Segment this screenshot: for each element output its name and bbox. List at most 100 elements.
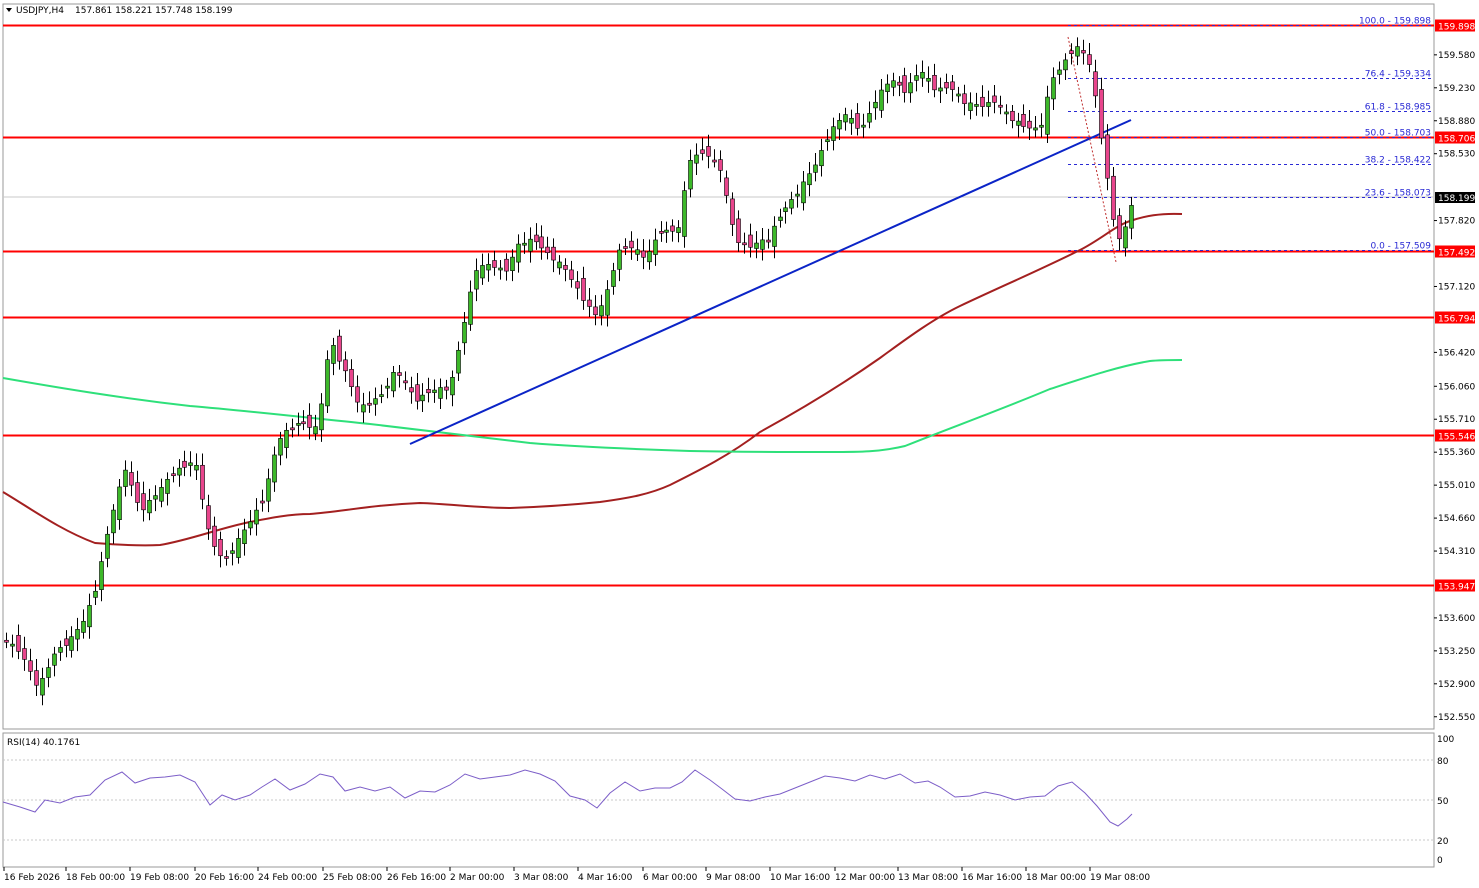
candle-body-63 (379, 394, 384, 397)
time-tick-7: 2 Mar 00:00 (450, 873, 505, 883)
candle-body-95 (569, 269, 574, 280)
candle-body-87 (522, 242, 527, 246)
candle-body-31 (188, 462, 193, 466)
time-tick-6: 26 Feb 16:00 (387, 873, 446, 883)
candle-body-179 (1069, 50, 1074, 54)
price-tick-11: 154.660 (1438, 514, 1475, 524)
candle-body-119 (712, 159, 717, 163)
candle-body-96 (575, 281, 580, 289)
candle-body-174 (1039, 124, 1044, 128)
candle-body-40 (242, 529, 247, 544)
time-tick-2: 19 Feb 08:00 (130, 873, 189, 883)
candle-body-124 (742, 242, 747, 246)
blue-trendline (409, 119, 1132, 445)
candle-body-99 (593, 306, 598, 316)
candle-body-149 (891, 80, 896, 88)
symbol-label: USDJPY,H4 (16, 6, 64, 16)
candle-body-162 (968, 102, 973, 111)
candle-body-39 (236, 538, 241, 558)
candle-body-170 (1016, 120, 1021, 126)
price-axis[interactable]: 159.580 159.230 158.880 158.530 157.820 157.1… (1434, 51, 1475, 723)
candle-body-93 (557, 261, 562, 269)
candle-body-68 (409, 387, 414, 393)
candle-body-122 (730, 198, 735, 225)
price-tick-12: 154.310 (1438, 547, 1475, 557)
candle-body-164 (980, 96, 985, 107)
time-tick-0: 16 Feb 2026 (4, 873, 60, 883)
candle-body-83 (498, 267, 503, 271)
candle-body-24 (147, 499, 152, 514)
candle-body-9 (58, 647, 63, 653)
candle-body-115 (688, 159, 693, 190)
candle-body-100 (599, 305, 604, 317)
candle-body-101 (605, 289, 610, 316)
candle-body-34 (206, 505, 211, 530)
candle-body-175 (1045, 96, 1050, 135)
fib-label-4: 38.2 - 158.422 (1365, 156, 1431, 166)
candle-body-146 (873, 101, 878, 109)
time-tick-14: 13 Mar 08:00 (898, 873, 958, 883)
candle-body-159 (950, 81, 955, 90)
candle-body-105 (629, 240, 634, 249)
candle-body-112 (670, 225, 675, 232)
time-tick-17: 19 Mar 08:00 (1090, 873, 1150, 883)
candle-body-187 (1117, 215, 1122, 240)
candle-body-189 (1129, 205, 1134, 229)
candle-body-13 (81, 620, 86, 633)
candle-body-6 (40, 678, 45, 696)
candle-body-154 (920, 71, 925, 79)
candle-body-88 (528, 238, 533, 252)
time-tick-13: 12 Mar 00:00 (835, 873, 895, 883)
candle-body-50 (301, 421, 306, 425)
candle-body-89 (534, 234, 539, 243)
price-tick-4: 157.820 (1438, 217, 1475, 227)
candle-body-62 (373, 398, 378, 405)
price-tick-8: 155.710 (1438, 415, 1475, 425)
candle-body-157 (938, 87, 943, 92)
candle-body-147 (879, 89, 884, 111)
candle-body-19 (117, 486, 122, 520)
price-tick-15: 152.900 (1438, 680, 1475, 690)
candle-body-184 (1099, 89, 1104, 139)
candle-body-28 (171, 473, 176, 477)
candle-body-79 (474, 270, 479, 290)
fib-label-3: 50.0 - 158.703 (1365, 129, 1431, 139)
candle-body-131 (783, 207, 788, 212)
candle-body-45 (272, 454, 277, 483)
candle-body-148 (885, 83, 890, 92)
candle-body-36 (218, 539, 223, 557)
candle-body-166 (992, 95, 997, 103)
candle-body-109 (653, 239, 658, 255)
candle-body-150 (897, 81, 902, 86)
candle-body-75 (450, 377, 455, 396)
candle-body-59 (355, 386, 360, 403)
candle-body-183 (1093, 71, 1098, 97)
candle-body-80 (480, 265, 485, 279)
rsi-tick-50: 50 (1437, 797, 1449, 807)
candle-body-76 (456, 349, 461, 374)
candle-body-43 (260, 500, 265, 504)
price-tick-16: 152.550 (1438, 713, 1475, 723)
candle-body-56 (337, 335, 342, 362)
candle-body-69 (415, 384, 420, 402)
candle-body-135 (807, 173, 812, 186)
candle-body-2 (16, 635, 21, 652)
candle-body-23 (141, 493, 146, 511)
candle-body-123 (736, 218, 741, 243)
level-label-0: 159.898 (1438, 23, 1475, 33)
main-pane-border (2, 3, 1435, 730)
ohlc-values: 157.861 158.221 157.748 158.199 (75, 6, 233, 16)
symbol-dropdown-icon[interactable] (6, 8, 12, 12)
candle-body-167 (998, 104, 1003, 108)
time-tick-11: 9 Mar 08:00 (706, 873, 761, 883)
candle-body-61 (367, 402, 372, 406)
candle-body-41 (248, 521, 253, 529)
candle-body-90 (539, 236, 544, 249)
price-tick-0: 159.580 (1438, 51, 1475, 61)
candle-body-111 (664, 229, 669, 233)
price-tick-7: 156.060 (1438, 382, 1475, 392)
time-axis[interactable]: 16 Feb 2026 18 Feb 00:00 19 Feb 08:00 20 Fe… (3, 867, 1150, 883)
time-tick-12: 10 Mar 16:00 (770, 873, 830, 883)
rsi-tick-100: 100 (1437, 735, 1454, 745)
